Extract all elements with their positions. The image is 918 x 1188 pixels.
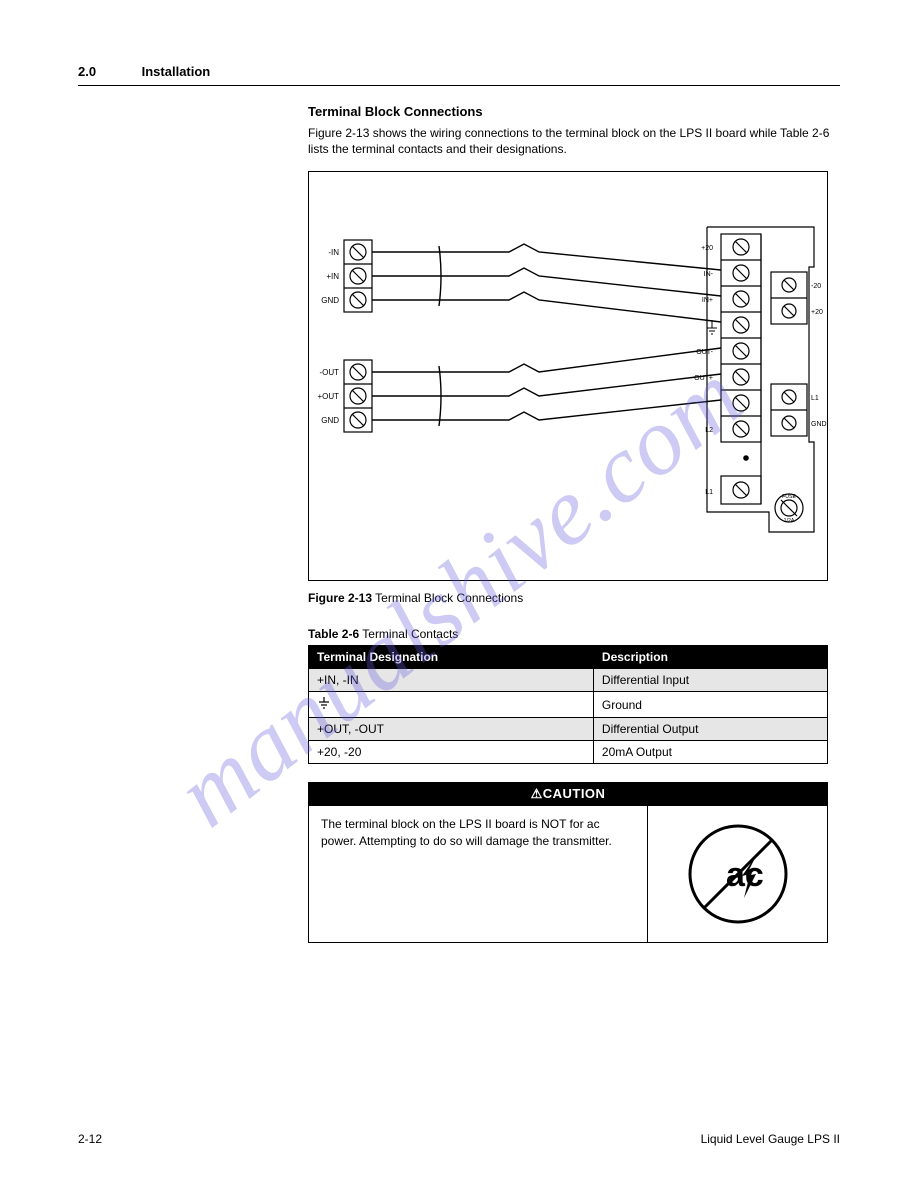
terminal-table: Terminal Designation Description +IN, -I… [308, 645, 828, 764]
doc-title: Liquid Level Gauge LPS II [701, 1132, 840, 1146]
svg-text:+IN: +IN [326, 272, 339, 281]
svg-text:L1: L1 [705, 489, 713, 496]
figure-wrap: +20 IN- IN+ OUT- OUT+ L2 L1 -20 +20 L1 G… [308, 171, 840, 605]
ground-icon [317, 696, 331, 713]
paragraph: Figure 2-13 shows the wiring connections… [308, 125, 840, 157]
svg-text:L1: L1 [811, 395, 819, 402]
figure-caption: Figure 2-13 Terminal Block Connections [308, 591, 840, 605]
svg-text:+20: +20 [701, 245, 713, 252]
svg-text:GND: GND [811, 421, 827, 428]
table-cell: +IN, -IN [309, 669, 594, 692]
svg-text:GND: GND [321, 416, 339, 425]
header-rule [78, 85, 840, 86]
section-title: Installation [142, 64, 211, 79]
section-body: Terminal Block Connections Figure 2-13 s… [308, 104, 840, 157]
figure-label: Figure 2-13 [308, 591, 372, 605]
svg-text:-20: -20 [811, 283, 821, 290]
caution-label: CAUTION [543, 786, 606, 801]
table-header: Description [593, 646, 827, 669]
table-cell: +20, -20 [309, 741, 594, 764]
table-row: +OUT, -OUT Differential Output [309, 718, 828, 741]
table-cell: 20mA Output [593, 741, 827, 764]
svg-text:GND: GND [321, 296, 339, 305]
svg-text:IN+: IN+ [702, 297, 713, 304]
section-number: 2.0 [78, 64, 138, 79]
caution-text: The terminal block on the LPS II board i… [309, 806, 647, 942]
svg-text:OUT-: OUT- [696, 349, 713, 356]
header: 2.0 Installation [78, 64, 840, 79]
figure: +20 IN- IN+ OUT- OUT+ L2 L1 -20 +20 L1 G… [308, 171, 828, 581]
caution-body: The terminal block on the LPS II board i… [308, 806, 828, 943]
caution-heading: ⚠CAUTION [308, 782, 828, 806]
svg-text:OUT+: OUT+ [694, 375, 713, 382]
table-label: Table 2-6 [308, 627, 359, 641]
page-number: 2-12 [78, 1132, 102, 1146]
table-wrap: Table 2-6 Terminal Contacts Terminal Des… [308, 627, 828, 764]
table-cell: Differential Input [593, 669, 827, 692]
table-row: +IN, -IN Differential Input [309, 669, 828, 692]
footer: 2-12 Liquid Level Gauge LPS II [78, 1132, 840, 1146]
wiring-diagram: +20 IN- IN+ OUT- OUT+ L2 L1 -20 +20 L1 G… [309, 172, 829, 582]
warning-icon: ⚠ [531, 786, 543, 801]
table-caption: Table 2-6 Terminal Contacts [308, 627, 828, 641]
table-row: Ground [309, 692, 828, 718]
table-cell: Ground [593, 692, 827, 718]
svg-text:IN-: IN- [704, 271, 714, 278]
svg-text:+OUT: +OUT [317, 392, 339, 401]
table-cell: +OUT, -OUT [309, 718, 594, 741]
no-ac-icon: ac [647, 806, 827, 942]
svg-text:-OUT: -OUT [319, 368, 339, 377]
svg-text:FUSE: FUSE [782, 494, 796, 500]
figure-caption-text: Terminal Block Connections [375, 591, 523, 605]
subheading: Terminal Block Connections [308, 104, 840, 119]
table-cell [309, 692, 594, 718]
svg-text:L2: L2 [705, 427, 713, 434]
page: 2.0 Installation Terminal Block Connecti… [0, 0, 918, 1188]
table-row: +20, -20 20mA Output [309, 741, 828, 764]
table-header: Terminal Designation [309, 646, 594, 669]
svg-text:+20: +20 [811, 309, 823, 316]
svg-text:1/2A: 1/2A [784, 518, 795, 524]
table-caption-text: Terminal Contacts [362, 627, 458, 641]
svg-text:-IN: -IN [328, 248, 339, 257]
table-cell: Differential Output [593, 718, 827, 741]
caution-box: ⚠CAUTION The terminal block on the LPS I… [308, 782, 828, 943]
